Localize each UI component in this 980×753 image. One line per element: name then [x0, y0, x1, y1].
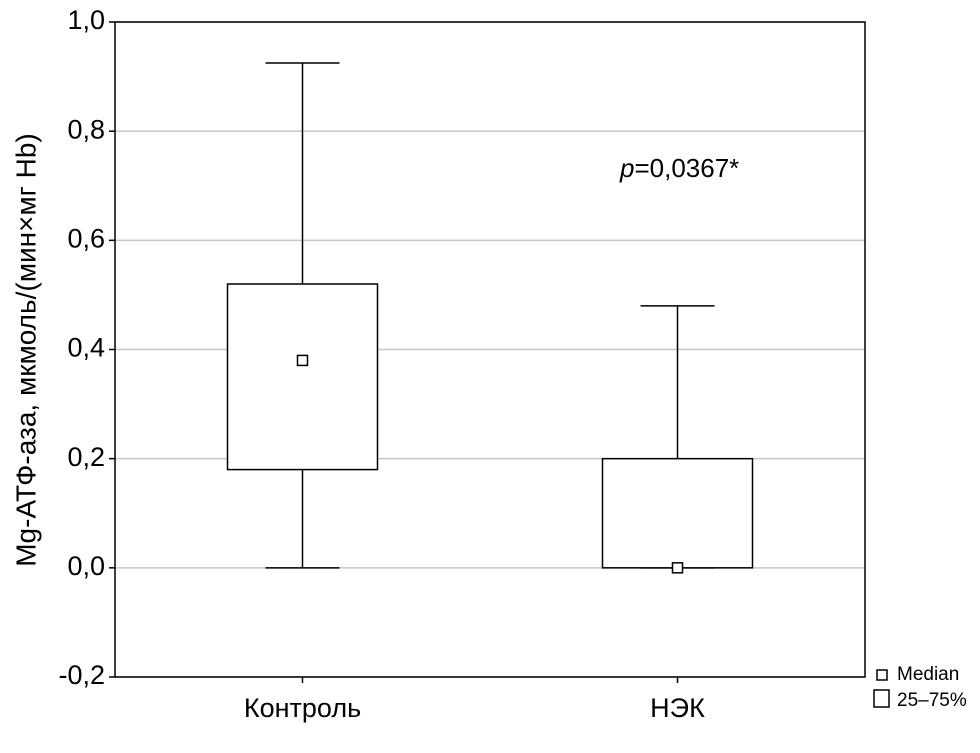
median-marker — [671, 562, 684, 574]
y-tick-label: 0,8 — [67, 114, 105, 144]
box — [226, 283, 379, 471]
median-marker — [296, 354, 309, 367]
y-tick-label: -0,2 — [58, 660, 105, 690]
x-tick-label: Контроль — [244, 693, 361, 723]
plot-frame — [114, 21, 866, 678]
legend-box-swatch — [873, 689, 890, 708]
y-axis-label: Mg-АТФ-аза, мкмоль/(мин×мг Hb) — [10, 133, 41, 567]
y-tick-label: 0,4 — [67, 333, 105, 363]
legend-label: Median — [897, 664, 959, 685]
annotation-text: =0,0367* — [634, 153, 739, 183]
legend-median-swatch — [876, 669, 888, 681]
annotation-italic: p — [619, 153, 634, 183]
y-tick-label: 0,0 — [67, 551, 105, 581]
x-tick-label: НЭК — [650, 693, 705, 723]
y-tick-label: 1,0 — [67, 5, 105, 35]
annotation: p=0,0367* — [619, 153, 739, 183]
y-tick-label: 0,6 — [67, 223, 105, 253]
y-tick-label: 0,2 — [67, 442, 105, 472]
box — [601, 457, 754, 569]
legend-label: 25–75% — [897, 690, 967, 711]
